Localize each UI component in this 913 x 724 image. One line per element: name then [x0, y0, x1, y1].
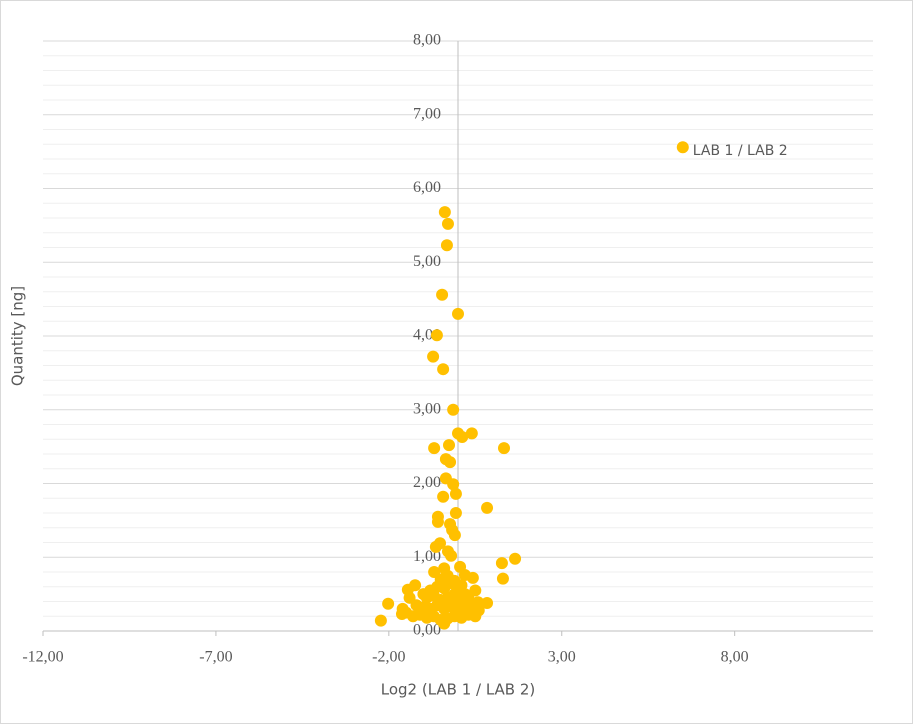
point: [472, 604, 485, 617]
point: [497, 442, 510, 455]
point: [438, 617, 451, 630]
point: [441, 217, 454, 230]
point: [417, 588, 430, 601]
point: [509, 552, 522, 565]
point: [403, 591, 416, 604]
y-tick-label: 0,00: [413, 622, 441, 639]
x-tick-label: -12,00: [22, 649, 63, 666]
point: [445, 595, 458, 608]
y-tick-label: 7,00: [413, 105, 441, 122]
point: [396, 602, 409, 615]
point: [481, 596, 494, 609]
y-tick-label: 5,00: [413, 253, 441, 270]
point: [443, 439, 456, 452]
point: [466, 571, 479, 584]
point: [465, 427, 478, 440]
y-tick-label: 6,00: [413, 179, 441, 196]
point: [374, 614, 387, 627]
point: [438, 206, 451, 219]
point: [447, 403, 460, 416]
x-axis-title: Log2 (LAB 1 / LAB 2): [381, 681, 536, 699]
point: [427, 350, 440, 363]
y-axis-title: Quantity [ng]: [9, 286, 27, 386]
point: [496, 572, 509, 585]
point: [436, 288, 449, 301]
point: [445, 549, 458, 562]
point: [452, 307, 464, 320]
point: [428, 442, 441, 455]
point: [430, 329, 443, 342]
point-label: LAB 1 / LAB 2: [693, 143, 788, 159]
point: [447, 478, 460, 491]
point: [440, 239, 453, 252]
x-tick-label: -2,00: [372, 649, 405, 666]
y-tick-label: 3,00: [413, 400, 441, 417]
x-tick-label: 3,00: [548, 649, 576, 666]
point: [431, 515, 444, 528]
point: [437, 490, 450, 503]
point: [456, 431, 469, 444]
point: [382, 597, 395, 610]
point: [444, 456, 457, 469]
point: [449, 487, 462, 500]
y-tick-label: 8,00: [413, 32, 441, 49]
point: [481, 501, 494, 514]
point: [449, 507, 462, 519]
point: [437, 363, 450, 376]
x-tick-label: -7,00: [199, 649, 232, 666]
point: [455, 579, 468, 592]
point: [448, 529, 461, 542]
x-tick-label: 8,00: [721, 649, 749, 666]
point: [429, 540, 442, 553]
labeled-point: [676, 141, 689, 154]
y-tick-label: 2,00: [413, 474, 441, 491]
point: [469, 584, 482, 597]
point: [495, 557, 508, 570]
